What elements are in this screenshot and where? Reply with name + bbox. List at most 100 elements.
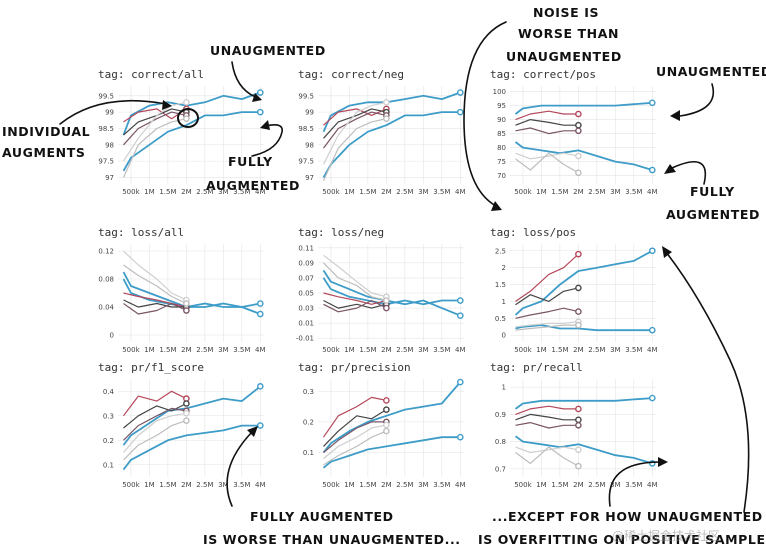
chart-panel-9: tag: pr/recall 0.7 0.8 0.9 1 500k 1M 1.5M 2M 2.5M… bbox=[490, 361, 658, 489]
arrow-unaugmented-top bbox=[231, 61, 259, 99]
y-tick-label: 0.1 bbox=[103, 461, 114, 469]
series-line-individual bbox=[515, 307, 579, 319]
y-tick-label: 98 bbox=[305, 141, 314, 149]
x-tick-label: 2.5M bbox=[196, 481, 213, 489]
series-line-individual bbox=[515, 118, 579, 126]
arrow-individual bbox=[59, 99, 167, 125]
y-tick-label: 1 bbox=[502, 384, 506, 392]
series-line-fully-augmented bbox=[322, 111, 461, 178]
arrow-unaugmented-right bbox=[679, 83, 715, 117]
arrowhead-individual bbox=[162, 100, 172, 110]
y-tick-label: 0.3 bbox=[103, 412, 114, 420]
y-tick-label: 100 bbox=[493, 88, 506, 96]
x-tick-label: 4M bbox=[647, 481, 658, 489]
series-line-individual bbox=[515, 152, 579, 174]
x-tick-label: 500k bbox=[122, 346, 140, 354]
chart-title: tag: correct/pos bbox=[490, 68, 596, 81]
series-line-individual bbox=[323, 409, 387, 447]
series-end-point bbox=[575, 405, 582, 413]
x-tick-label: 1.5M bbox=[551, 188, 568, 196]
series-end-point bbox=[457, 433, 464, 441]
series-line-unaugmented bbox=[514, 397, 653, 410]
x-tick-label: 1.5M bbox=[359, 346, 376, 354]
chart-panel-6: tag: loss/pos 0 0.5 1 1.5 2 2.5 500k 1M 1.5M 2M 2.5… bbox=[490, 226, 658, 354]
x-tick-label: 3M bbox=[218, 188, 229, 196]
series-line-fully-augmented bbox=[514, 141, 653, 171]
arrowhead-bottom-right-loss bbox=[662, 246, 672, 258]
x-tick-label: 3.5M bbox=[433, 188, 450, 196]
x-tick-label: 4M bbox=[455, 346, 466, 354]
series-end-point bbox=[649, 326, 656, 334]
y-tick-label: 0 bbox=[110, 332, 114, 340]
series-line-fully-augmented bbox=[322, 277, 461, 306]
series-line-individual bbox=[515, 152, 579, 160]
x-tick-label: 1.5M bbox=[551, 346, 568, 354]
x-tick-label: 1M bbox=[536, 346, 547, 354]
x-tick-label: 500k bbox=[322, 481, 340, 489]
arrow-bottom-right-recall bbox=[608, 461, 661, 507]
x-tick-label: 2M bbox=[381, 188, 392, 196]
x-tick-label: 1M bbox=[536, 188, 547, 196]
y-tick-label: 95 bbox=[497, 102, 506, 110]
annotation-layer: UNAUGMENTED INDIVIDUAL AUGMENTS FULLY AU… bbox=[2, 5, 766, 547]
series-end-point bbox=[383, 115, 390, 122]
series-line-fully-augmented bbox=[122, 111, 261, 172]
series-end-point bbox=[183, 400, 190, 407]
x-tick-label: 500k bbox=[514, 346, 532, 354]
note-fully-line2: AUGMENTED bbox=[206, 178, 300, 193]
note-individual-line1: INDIVIDUAL bbox=[2, 124, 90, 139]
x-tick-label: 3.5M bbox=[625, 188, 642, 196]
arrow-fully bbox=[251, 124, 283, 157]
series-line-individual bbox=[323, 254, 387, 298]
y-tick-label: 97 bbox=[105, 174, 114, 182]
note-fully-line1: FULLY bbox=[228, 154, 273, 169]
y-tick-label: 0.08 bbox=[98, 276, 114, 284]
x-tick-label: 500k bbox=[122, 481, 140, 489]
y-tick-label: 98 bbox=[105, 141, 114, 149]
note-bottom-left-line2: IS WORSE THAN UNAUGMENTED... bbox=[203, 532, 461, 547]
series-line-individual bbox=[515, 405, 579, 415]
arrowhead-unaugmented-top bbox=[252, 93, 262, 102]
x-tick-label: 3.5M bbox=[233, 188, 250, 196]
note-bottom-left-line1: FULLY AUGMENTED bbox=[250, 509, 394, 524]
x-tick-label: 1.5M bbox=[159, 188, 176, 196]
series-line-individual bbox=[123, 299, 187, 308]
x-tick-label: 2.5M bbox=[396, 481, 413, 489]
x-tick-label: 4M bbox=[455, 481, 466, 489]
x-tick-label: 3.5M bbox=[625, 346, 642, 354]
series-line-individual bbox=[323, 396, 387, 438]
chart-title: tag: loss/all bbox=[98, 226, 184, 239]
chart-title: tag: pr/f1_score bbox=[98, 361, 204, 374]
series-end-point bbox=[183, 307, 190, 314]
x-tick-label: 1.5M bbox=[359, 481, 376, 489]
series-line-individual bbox=[122, 118, 187, 178]
y-tick-label: 98.5 bbox=[298, 125, 314, 133]
x-tick-label: 2M bbox=[573, 346, 584, 354]
x-tick-label: 500k bbox=[322, 346, 340, 354]
series-end-point bbox=[575, 308, 582, 315]
x-tick-label: 3M bbox=[418, 481, 429, 489]
series-line-individual bbox=[322, 118, 387, 181]
x-tick-label: 1.5M bbox=[159, 346, 176, 354]
chart-title: tag: loss/pos bbox=[490, 226, 576, 239]
y-tick-label: 75 bbox=[497, 158, 506, 166]
y-tick-label: 0.11 bbox=[298, 244, 314, 252]
y-tick-label: 0.2 bbox=[103, 437, 114, 445]
series-line-individual bbox=[123, 412, 187, 453]
series-line-individual bbox=[515, 321, 579, 328]
series-line-individual bbox=[323, 299, 387, 309]
x-tick-label: 2M bbox=[181, 481, 192, 489]
series-line-individual bbox=[323, 424, 387, 460]
x-tick-label: 4M bbox=[647, 346, 658, 354]
y-tick-label: 0.5 bbox=[495, 315, 506, 323]
series-end-point bbox=[575, 250, 582, 258]
series-end-point bbox=[575, 421, 582, 429]
x-tick-label: 3M bbox=[418, 188, 429, 196]
series-end-point bbox=[457, 108, 464, 116]
series-end-point bbox=[257, 310, 264, 318]
series-end-point bbox=[383, 427, 390, 435]
x-tick-label: 2.5M bbox=[196, 346, 213, 354]
x-tick-label: 3M bbox=[418, 346, 429, 354]
chart-panel-4: tag: loss/all 0 0.04 0.08 0.12 500k 1M 1.5M 2M 2.… bbox=[98, 226, 266, 354]
x-tick-label: 2M bbox=[381, 346, 392, 354]
